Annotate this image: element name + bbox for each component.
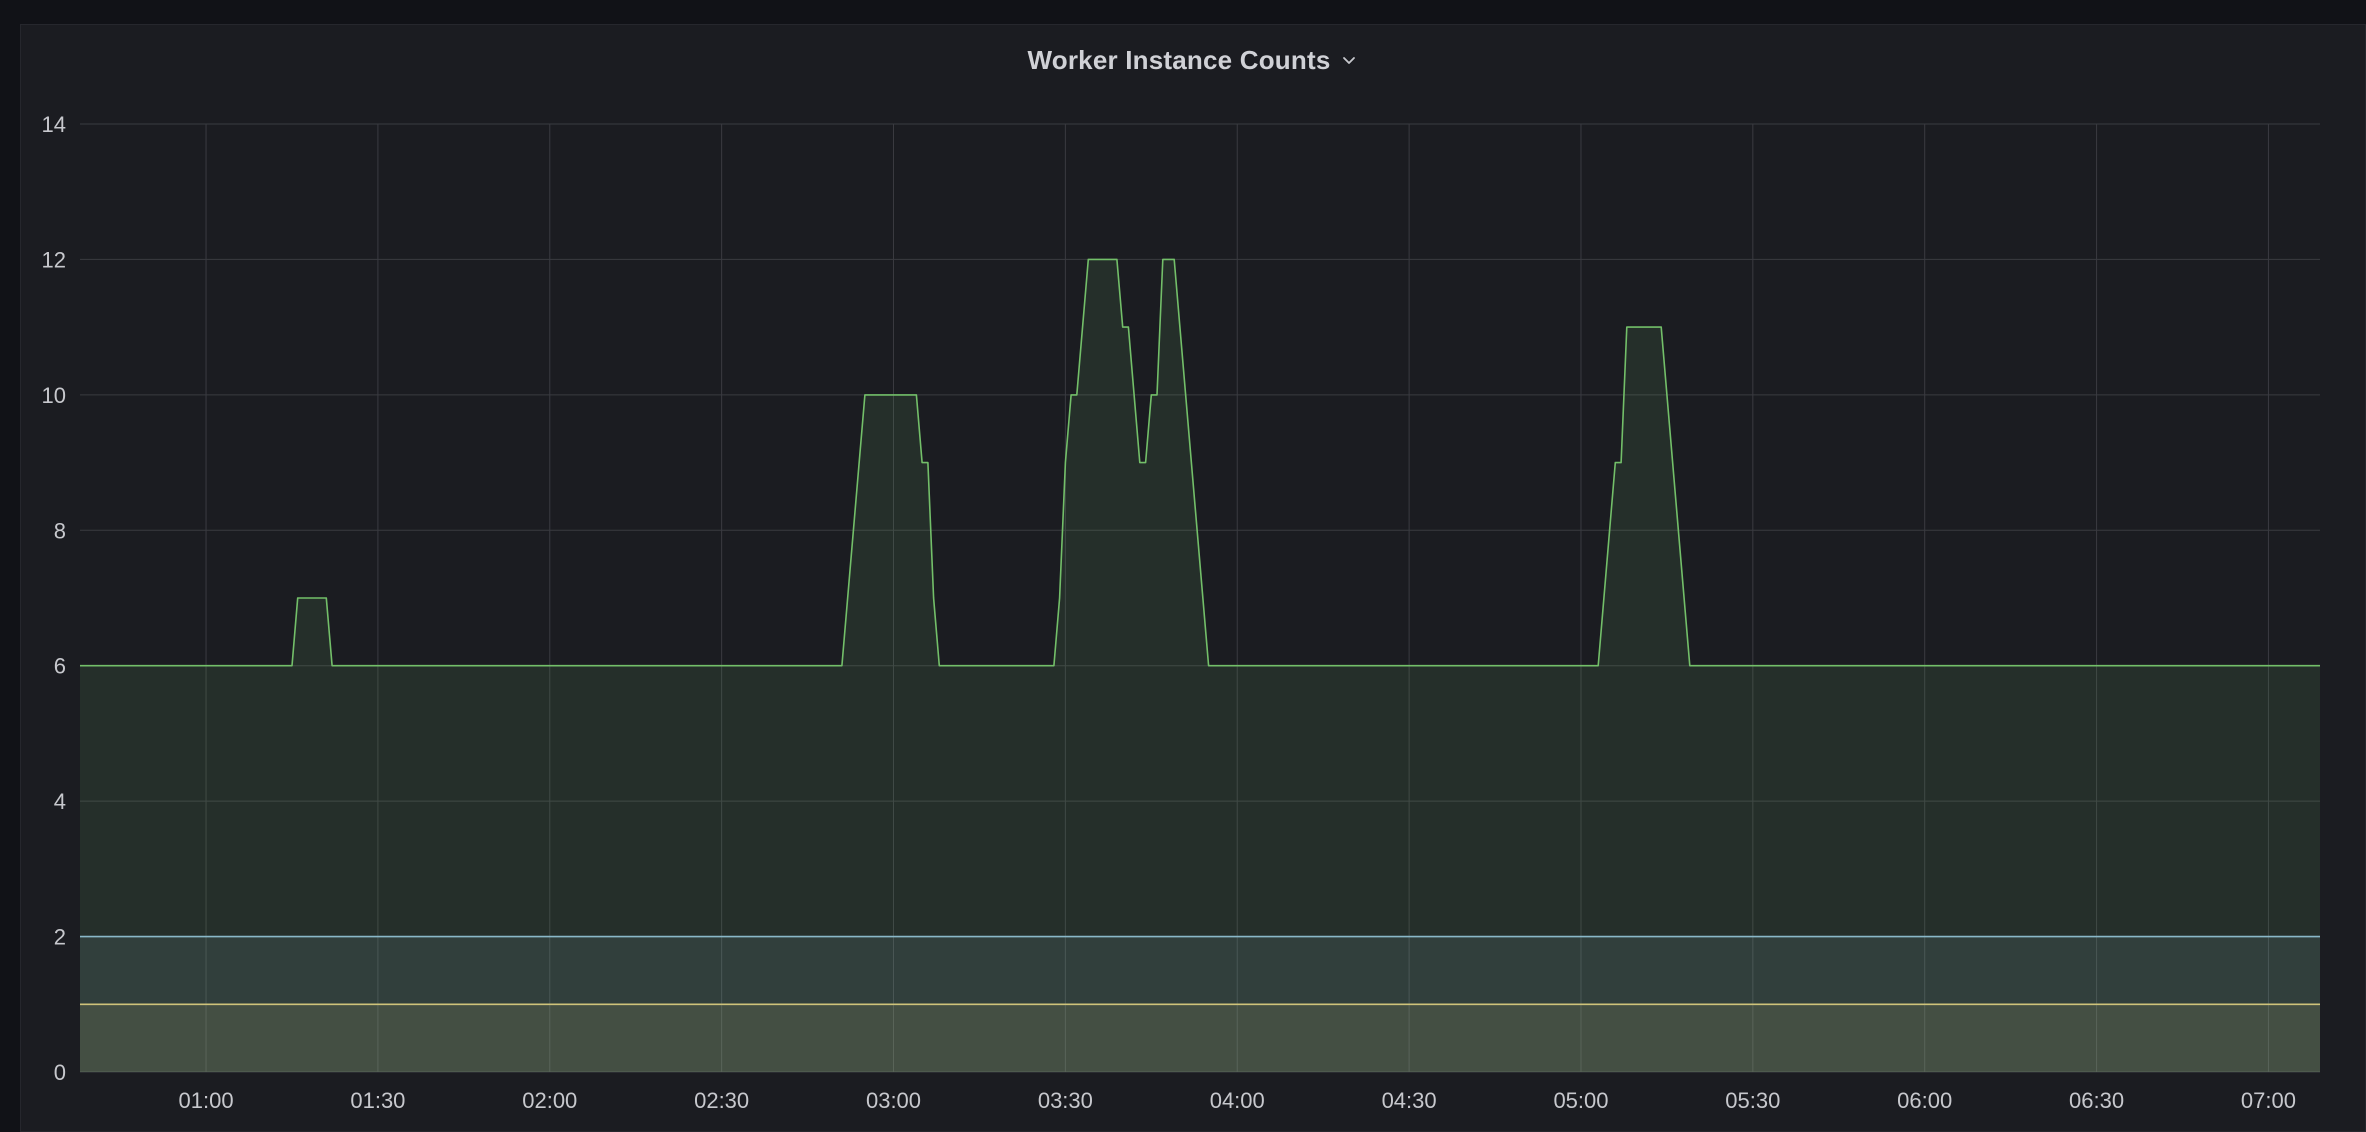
x-tick-label: 01:00 xyxy=(179,1088,234,1113)
panel-header[interactable]: Worker Instance Counts xyxy=(21,25,2365,95)
y-tick-label: 2 xyxy=(54,925,66,950)
x-tick-label: 04:30 xyxy=(1382,1088,1437,1113)
y-tick-label: 14 xyxy=(42,112,66,137)
y-tick-label: 0 xyxy=(54,1060,66,1085)
series-area-2 xyxy=(80,1004,2320,1072)
y-tick-label: 6 xyxy=(54,654,66,679)
panel-title[interactable]: Worker Instance Counts xyxy=(1027,44,1331,75)
chevron-down-icon[interactable] xyxy=(1340,51,1358,69)
x-tick-label: 03:30 xyxy=(1038,1088,1093,1113)
x-tick-label: 05:00 xyxy=(1553,1088,1608,1113)
series-line-0 xyxy=(80,258,2320,667)
x-tick-label: 06:00 xyxy=(1897,1088,1952,1113)
y-tick-label: 10 xyxy=(42,383,66,408)
x-axis: 01:00 01:30 02:00 02:30 03:00 03:30 04:00 04:30… xyxy=(179,1088,2296,1113)
y-axis: 0 2 4 6 8 10 12 14 xyxy=(42,112,66,1085)
y-tick-label: 12 xyxy=(42,247,66,272)
y-tick-label: 8 xyxy=(54,518,66,543)
y-tick-label: 4 xyxy=(54,789,66,814)
x-tick-label: 02:00 xyxy=(522,1088,577,1113)
x-tick-label: 06:30 xyxy=(2069,1088,2124,1113)
x-tick-label: 07:00 xyxy=(2241,1088,2296,1113)
x-tick-label: 01:30 xyxy=(350,1088,405,1113)
x-tick-label: 05:30 xyxy=(1725,1088,1780,1113)
x-tick-label: 04:00 xyxy=(1210,1088,1265,1113)
series-layer xyxy=(80,258,2320,1072)
x-tick-label: 03:00 xyxy=(866,1088,921,1113)
series-area-0 xyxy=(80,259,2320,1072)
chart-panel: Worker Instance Counts xyxy=(20,24,2366,1132)
x-tick-label: 02:30 xyxy=(694,1088,749,1113)
